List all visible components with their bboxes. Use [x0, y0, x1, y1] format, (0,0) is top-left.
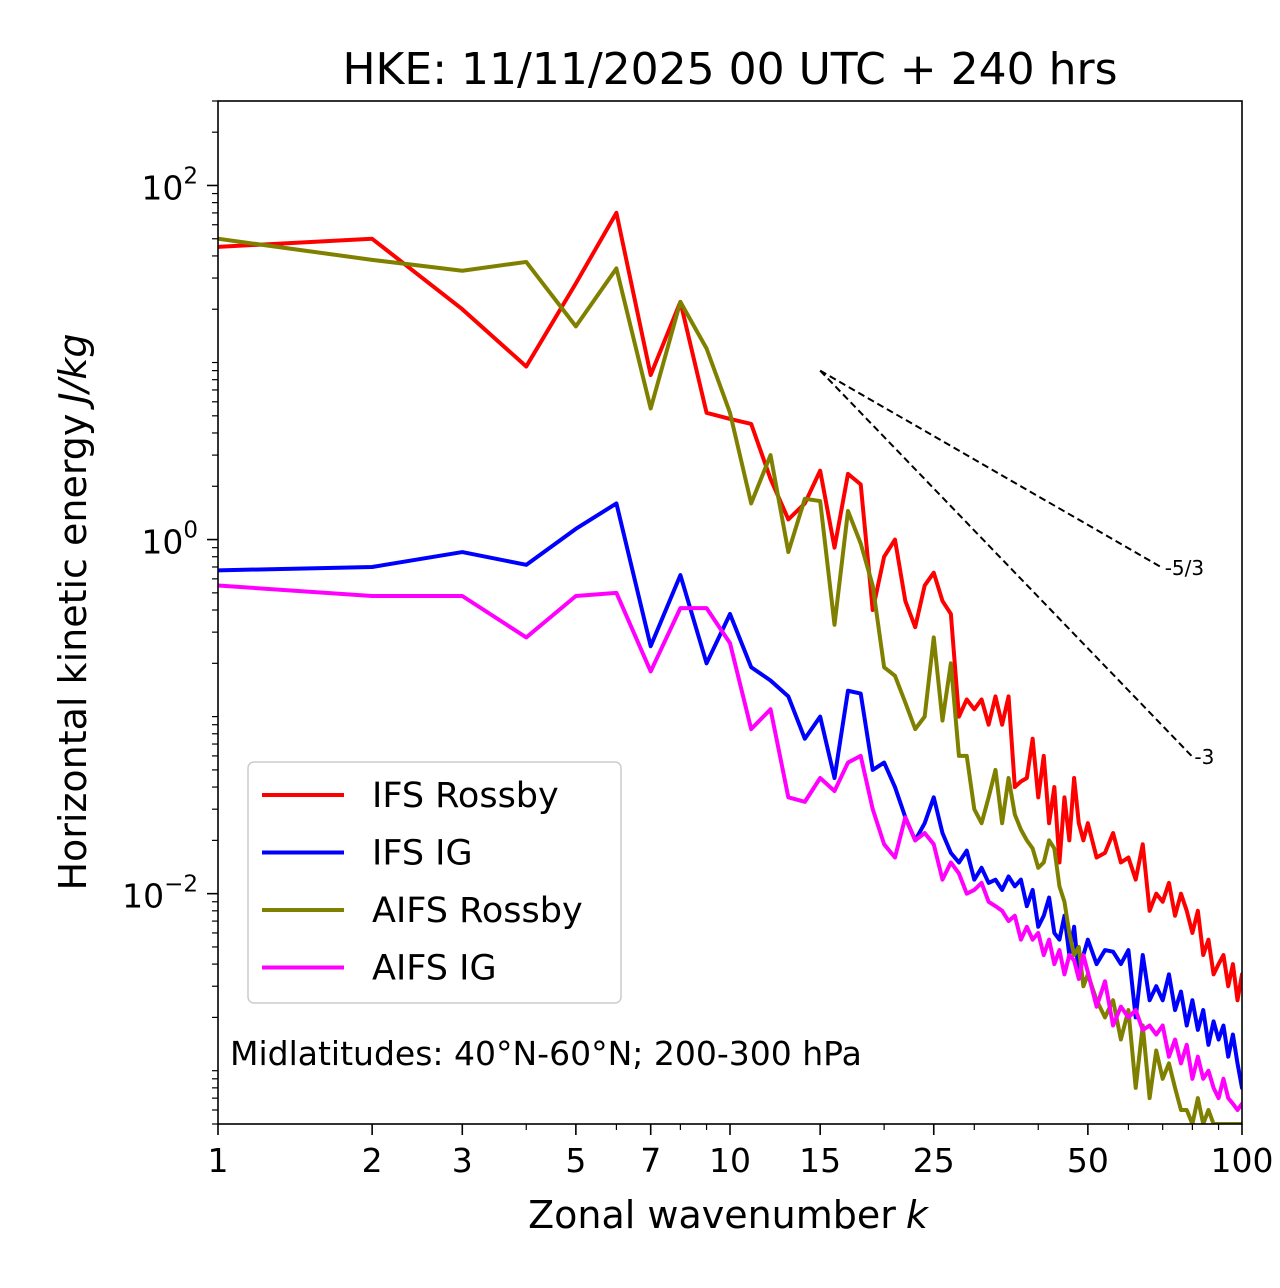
- x-tick-label: 10: [709, 1141, 751, 1180]
- series-line-aifs-rossby: [218, 236, 1242, 1124]
- y-tick-label-exponent: −2: [164, 872, 198, 898]
- legend-label-ifs-ig: IFS IG: [372, 834, 473, 874]
- x-axis-label-var: k: [906, 1193, 930, 1237]
- x-tick-label: 2: [362, 1141, 383, 1180]
- x-tick-label: 25: [913, 1141, 955, 1180]
- y-tick-label-exponent: 0: [183, 518, 198, 544]
- y-tick-label: 102: [141, 163, 198, 207]
- y-tick-label-exponent: 2: [183, 163, 198, 189]
- legend-label-aifs-rossby: AIFS Rossby: [372, 891, 583, 931]
- y-tick-label: 100: [141, 518, 198, 562]
- y-tick-label-base: 10: [141, 168, 183, 207]
- region-annotation: Midlatitudes: 40°N-60°N; 200-300 hPa: [230, 1034, 862, 1073]
- y-axis-label-unit: J/kg: [51, 333, 95, 410]
- x-tick-label: 3: [452, 1141, 473, 1180]
- y-axis-label-text: Horizontal kinetic energy: [51, 414, 95, 891]
- y-axis-label: Horizontal kinetic energyJ/kg: [51, 333, 95, 890]
- series-line-aifs-ig: [218, 583, 1242, 1112]
- slope-label-1: -5/3: [1165, 556, 1204, 580]
- chart-title: HKE: 11/11/2025 00 UTC + 240 hrs: [342, 44, 1117, 95]
- x-tick-label: 100: [1211, 1141, 1274, 1180]
- x-axis-label: Zonal wavenumber k: [528, 1193, 930, 1237]
- x-axis-label-text: Zonal wavenumber: [528, 1193, 896, 1237]
- legend-box: [247, 761, 622, 1004]
- x-tick-label: 5: [565, 1141, 586, 1180]
- y-tick-label-base: 10: [122, 877, 164, 916]
- series-layer: [218, 210, 1242, 1124]
- series-line-ifs-rossby: [218, 210, 1242, 1003]
- slope-label-2: -3: [1194, 745, 1214, 769]
- legend-label-aifs-ig: AIFS IG: [372, 949, 497, 989]
- series-line-ifs-ig: [218, 501, 1242, 1090]
- x-tick-label: 15: [799, 1141, 841, 1180]
- reference-slopes: -5/3 -3: [819, 369, 1214, 769]
- legend: IFS Rossby IFS IG AIFS Rossby AIFS IG: [247, 761, 622, 1004]
- y-tick-label-base: 10: [141, 523, 183, 562]
- x-axis: 1 2 3 5 7 10 15 25 50 100: [208, 1124, 1274, 1180]
- x-tick-label: 1: [208, 1141, 229, 1180]
- y-tick-label: 10−2: [122, 872, 198, 916]
- legend-label-ifs-rossby: IFS Rossby: [372, 776, 559, 816]
- slope-line-2: [819, 369, 1194, 758]
- x-tick-label: 7: [640, 1141, 661, 1180]
- x-tick-label: 50: [1067, 1141, 1109, 1180]
